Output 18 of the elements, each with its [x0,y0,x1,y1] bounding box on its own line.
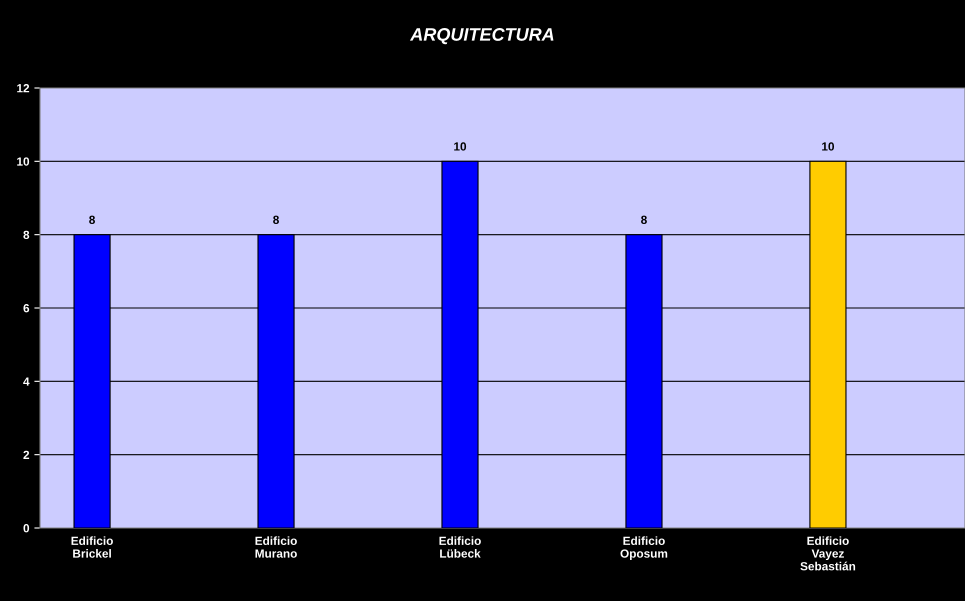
data-label: 10 [454,142,466,151]
data-label: 8 [641,216,647,224]
x-tick-label: Edificio Brickel [72,536,113,558]
y-tick-label: 12 [17,84,30,92]
y-tick-label: 2 [23,450,30,459]
x-tick-label: Edificio Oposum [620,536,668,560]
y-tick-label: 8 [23,230,30,240]
data-label: 10 [822,142,834,151]
y-tick-label: 10 [17,157,30,166]
y-tick-label: 0 [23,524,30,532]
y-tick-label: 4 [23,377,30,386]
y-tick-label: 6 [23,304,30,312]
x-tick-label: Edificio Vayez Sebastián [800,536,856,570]
chart-title: ARQUITECTURA [410,28,554,44]
x-tick-label: Edificio Lübeck [439,536,481,558]
x-tick-label: Edificio Murano [256,536,297,558]
data-label: 8 [273,216,279,224]
data-label: 8 [89,216,95,224]
